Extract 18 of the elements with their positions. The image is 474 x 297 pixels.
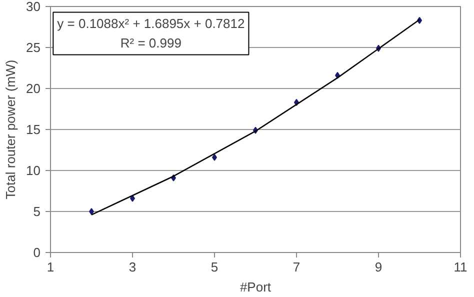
annotation: y = 0.1088x² + 1.6895x + 0.7812 (57, 16, 245, 32)
x-tick-label: 9 (374, 260, 382, 274)
x-axis-title: #Port (240, 280, 272, 294)
x-tick-label: 11 (454, 260, 468, 274)
y-tick-label: 15 (26, 122, 41, 137)
point (89, 208, 94, 215)
y-tick-label: 25 (26, 40, 41, 55)
x-tick-label: 3 (128, 260, 136, 274)
x-tick-label: 1 (46, 260, 54, 274)
y-tick-label: 20 (26, 81, 41, 96)
y-tick-label: 30 (26, 0, 41, 14)
x-tick-label: 7 (292, 260, 300, 274)
annotation: R² = 0.999 (120, 36, 182, 51)
y-tick-label: 5 (33, 204, 41, 219)
x-tick-label: 5 (210, 260, 218, 274)
y-tick-label: 0 (33, 245, 41, 260)
y-axis-title: Total router power (mW) (3, 60, 18, 200)
y-tick-label: 10 (26, 163, 41, 178)
